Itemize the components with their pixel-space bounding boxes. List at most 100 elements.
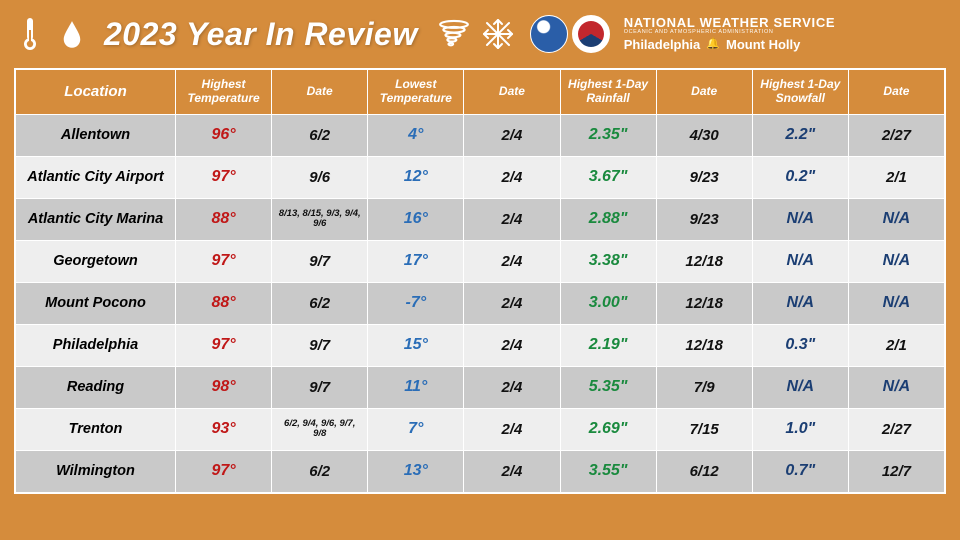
cell-loc: Atlantic City Marina	[16, 198, 176, 240]
cell-na: N/A	[752, 240, 848, 282]
cell-date: 6/2	[272, 450, 368, 492]
weather-review-table: LocationHighest TemperatureDateLowest Te…	[15, 69, 945, 493]
cell-na: N/A	[752, 198, 848, 240]
office-left: Philadelphia	[624, 38, 701, 52]
cell-na: N/A	[848, 366, 944, 408]
cell-date: 2/4	[464, 240, 560, 282]
org-text-block: NATIONAL WEATHER SERVICE OCEANIC AND ATM…	[624, 16, 836, 51]
office-label: Philadelphia 🔔 Mount Holly	[624, 38, 836, 52]
cell-loc: Mount Pocono	[16, 282, 176, 324]
column-header: Date	[656, 70, 752, 115]
cell-snow: 1.0"	[752, 408, 848, 450]
cell-date: 7/15	[656, 408, 752, 450]
cell-date: 6/12	[656, 450, 752, 492]
cell-rain: 2.88"	[560, 198, 656, 240]
cell-loc: Allentown	[16, 114, 176, 156]
tornado-icon	[436, 16, 472, 52]
cell-rain: 3.67"	[560, 156, 656, 198]
cell-loc: Trenton	[16, 408, 176, 450]
page-title: 2023 Year In Review	[104, 16, 418, 53]
cell-date: 2/1	[848, 324, 944, 366]
org-subname: OCEANIC AND ATMOSPHERIC ADMINISTRATION	[624, 30, 836, 36]
raindrop-icon	[54, 16, 90, 52]
cell-snow: 2.2"	[752, 114, 848, 156]
table-header-row: LocationHighest TemperatureDateLowest Te…	[16, 70, 945, 115]
cell-date: 2/4	[464, 408, 560, 450]
cell-date: 2/4	[464, 282, 560, 324]
cell-date: 9/7	[272, 324, 368, 366]
cell-date: 2/4	[464, 450, 560, 492]
cell-date: 12/18	[656, 240, 752, 282]
cell-lo: 11°	[368, 366, 464, 408]
table-row: Mount Pocono88°6/2-7°2/43.00"12/18N/AN/A	[16, 282, 945, 324]
cell-hi: 88°	[176, 282, 272, 324]
cell-lo: -7°	[368, 282, 464, 324]
column-header: Highest 1-Day Snowfall	[752, 70, 848, 115]
cell-lo: 15°	[368, 324, 464, 366]
column-header: Highest Temperature	[176, 70, 272, 115]
column-header: Location	[16, 70, 176, 115]
cell-na: N/A	[848, 198, 944, 240]
cell-rain: 2.19"	[560, 324, 656, 366]
thermometer-icon	[12, 16, 48, 52]
cell-lo: 12°	[368, 156, 464, 198]
cell-date: 9/6	[272, 156, 368, 198]
cell-na: N/A	[848, 282, 944, 324]
cell-date: 6/2	[272, 114, 368, 156]
cell-date: 12/18	[656, 282, 752, 324]
column-header: Highest 1-Day Rainfall	[560, 70, 656, 115]
cell-rain: 3.00"	[560, 282, 656, 324]
table-row: Reading98°9/711°2/45.35"7/9N/AN/A	[16, 366, 945, 408]
data-table-container: LocationHighest TemperatureDateLowest Te…	[14, 68, 946, 494]
agency-logos	[530, 15, 610, 53]
column-header: Lowest Temperature	[368, 70, 464, 115]
cell-date: 12/18	[656, 324, 752, 366]
cell-date: 9/23	[656, 198, 752, 240]
cell-snow: 0.2"	[752, 156, 848, 198]
header-icons-left	[12, 16, 90, 52]
cell-lo: 17°	[368, 240, 464, 282]
cell-lo: 7°	[368, 408, 464, 450]
cell-hi: 97°	[176, 450, 272, 492]
table-row: Atlantic City Airport97°9/612°2/43.67"9/…	[16, 156, 945, 198]
cell-date: 4/30	[656, 114, 752, 156]
cell-hi: 97°	[176, 156, 272, 198]
cell-loc: Reading	[16, 366, 176, 408]
cell-loc: Georgetown	[16, 240, 176, 282]
cell-hi: 96°	[176, 114, 272, 156]
cell-hi: 88°	[176, 198, 272, 240]
cell-na: N/A	[848, 240, 944, 282]
header-icons-mid	[436, 16, 516, 52]
org-name: NATIONAL WEATHER SERVICE	[624, 16, 836, 30]
cell-date: 9/23	[656, 156, 752, 198]
cell-hi: 97°	[176, 240, 272, 282]
cell-snow: 0.7"	[752, 450, 848, 492]
cell-date: 2/4	[464, 198, 560, 240]
cell-date: 2/27	[848, 114, 944, 156]
table-body: Allentown96°6/24°2/42.35"4/302.2"2/27Atl…	[16, 114, 945, 492]
cell-rain: 3.55"	[560, 450, 656, 492]
page-header: 2023 Year In Review NATIONAL WEATHER SER…	[0, 0, 960, 68]
cell-rain: 2.69"	[560, 408, 656, 450]
cell-na: N/A	[752, 366, 848, 408]
cell-date: 8/13, 8/15, 9/3, 9/4, 9/6	[272, 198, 368, 240]
table-row: Georgetown97°9/717°2/43.38"12/18N/AN/A	[16, 240, 945, 282]
cell-rain: 3.38"	[560, 240, 656, 282]
cell-na: N/A	[752, 282, 848, 324]
table-row: Allentown96°6/24°2/42.35"4/302.2"2/27	[16, 114, 945, 156]
column-header: Date	[848, 70, 944, 115]
cell-hi: 93°	[176, 408, 272, 450]
office-right: Mount Holly	[726, 38, 800, 52]
cell-loc: Atlantic City Airport	[16, 156, 176, 198]
cell-loc: Philadelphia	[16, 324, 176, 366]
cell-date: 7/9	[656, 366, 752, 408]
column-header: Date	[272, 70, 368, 115]
cell-hi: 98°	[176, 366, 272, 408]
table-row: Philadelphia97°9/715°2/42.19"12/180.3"2/…	[16, 324, 945, 366]
cell-lo: 4°	[368, 114, 464, 156]
table-row: Wilmington97°6/213°2/43.55"6/120.7"12/7	[16, 450, 945, 492]
cell-hi: 97°	[176, 324, 272, 366]
table-row: Atlantic City Marina88°8/13, 8/15, 9/3, …	[16, 198, 945, 240]
cell-lo: 13°	[368, 450, 464, 492]
cell-date: 12/7	[848, 450, 944, 492]
